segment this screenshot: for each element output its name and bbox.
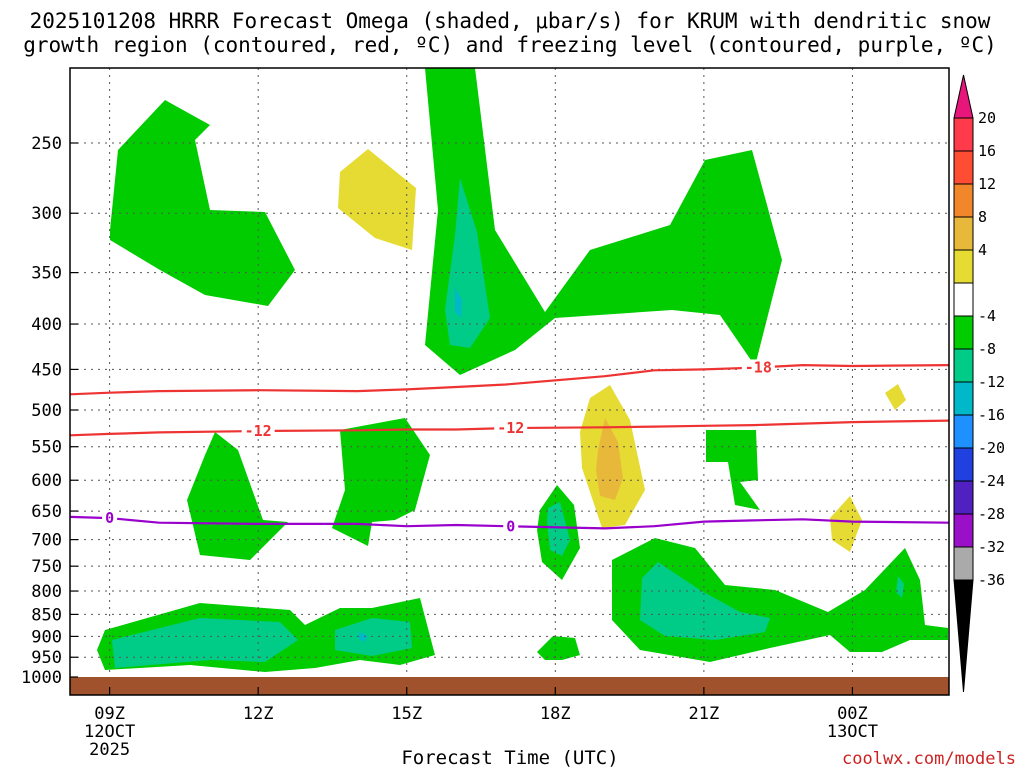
y-tick-label: 650 [31,502,62,522]
colorbar-label: -8 [978,340,996,358]
contour-label-bg [494,420,528,437]
y-tick-label: 700 [31,531,62,551]
colorbar-swatch [953,249,974,284]
contour-label: -18 [745,358,772,376]
x-tick-label: 12Z [243,704,274,724]
colorbar-label: 20 [978,109,996,127]
colorbar-legend: 20 16 12 8 4 -4 -8 -12 -16 -20 -24 -28 -32 -36 [953,74,1005,693]
colorbar-label: -4 [978,307,996,325]
x-tick-label: 18Z [540,704,571,724]
colorbar-label: -36 [978,571,1005,589]
colorbar-swatch [953,150,974,185]
x-tick-label: 00Z [837,704,868,724]
omega-region-teal [640,562,770,640]
colorbar-label: -28 [978,505,1005,523]
y-tick-label: 800 [31,582,62,602]
y-tick-label: 300 [31,204,62,224]
x-tick-label: 09Z [94,704,125,724]
x-tick-label: 21Z [689,704,720,724]
colorbar-label: -20 [978,439,1005,457]
x-tick-date: 12OCT [84,722,135,742]
chart-title-line1: 2025101208 HRRR Forecast Omega (shaded, … [30,9,991,33]
contour-label-bg [102,510,118,527]
x-tick-label: 15Z [391,704,422,724]
colorbar-swatch [953,216,974,251]
omega-region-green [537,636,580,660]
omega-region-yellow [830,496,862,552]
contour-label: 0 [506,517,515,535]
colorbar-label: 8 [978,208,987,226]
omega-region-orange [596,418,623,500]
y-tick-label: 1000 [21,668,62,688]
colorbar-label: 4 [978,241,987,259]
chart-title-line2: growth region (contoured, red, ºC) and f… [23,33,997,57]
contour-label-bg [503,518,519,535]
colorbar-swatch [953,546,974,581]
omega-region-teal [112,618,298,668]
colorbar-swatch [953,480,974,515]
omega-shading [97,68,948,672]
plot-frame [69,67,950,696]
contour-label: -12 [245,422,272,440]
colorbar-label: 12 [978,175,996,193]
omega-region-teal [547,502,570,556]
colorbar-swatch [953,282,974,317]
y-tick-label: 600 [31,471,62,491]
contour-label-bg [741,359,775,376]
omega-region-yellow [338,149,416,250]
colorbar-top-arrow [953,74,974,119]
omega-region-teal [335,618,412,656]
x-axis-label: Forecast Time (UTC) [401,747,618,768]
omega-region-green [110,100,295,306]
y-tick-label: 500 [31,401,62,421]
colorbar-swatch [953,315,974,350]
omega-region-cyan [358,632,368,642]
omega-region-green [187,432,288,560]
y-tick-label: 900 [31,627,62,647]
colorbar-swatch [953,117,974,152]
omega-region-green [332,418,430,546]
colorbar-label: -24 [978,472,1005,490]
gridlines [70,68,949,695]
y-tick-label: 250 [31,134,62,154]
colorbar-swatch [953,414,974,449]
y-tick-label: 750 [31,557,62,577]
colorbar-label: -12 [978,373,1005,391]
omega-region-green [706,430,760,510]
colorbar-swatch [953,513,974,548]
colorbar-swatch [953,447,974,482]
y-axis-pressure: 2503003504004505005506006507007508008509… [21,134,78,688]
omega-region-teal [896,576,904,598]
colorbar-label: -16 [978,406,1005,424]
y-tick-label: 400 [31,315,62,335]
omega-region-cyan [455,288,462,318]
contour-label: -12 [497,419,524,437]
x-tick-year: 2025 [89,740,130,760]
y-tick-label: 550 [31,438,62,458]
contour-line-0 [69,363,950,396]
y-tick-label: 950 [31,648,62,668]
colorbar-bottom-arrow [953,579,974,693]
temperature-contours: -18 -12 -12 0 0 [69,358,950,535]
x-tick-date: 13OCT [827,722,878,742]
contour-label: 0 [105,509,114,527]
colorbar-swatch [953,183,974,218]
omega-region-green [425,68,782,375]
colorbar-label: -32 [978,538,1005,556]
colorbar-swatch [953,381,974,416]
y-tick-label: 850 [31,605,62,625]
contour-label-bg [241,422,275,439]
y-tick-label: 450 [31,360,62,380]
surface-ground [70,677,949,695]
y-tick-label: 350 [31,264,62,284]
watermark: coolwx.com/models [842,749,1016,768]
omega-region-yellow [885,384,906,410]
colorbar-swatch [953,348,974,383]
colorbar-label: 16 [978,142,996,160]
